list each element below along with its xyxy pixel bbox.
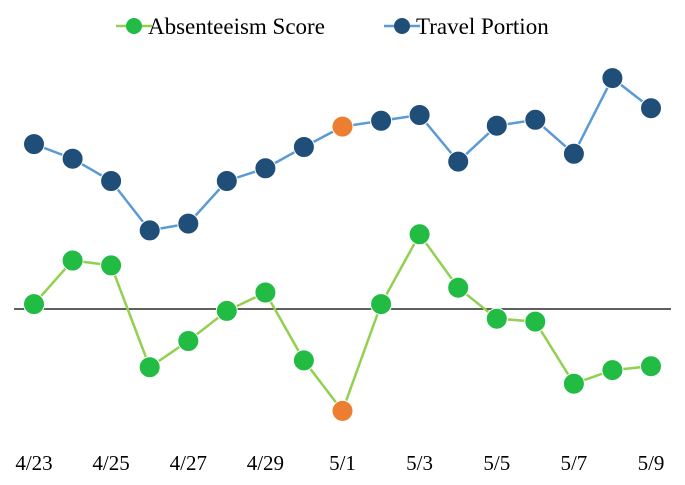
- x-tick-label: 4/23: [15, 451, 52, 475]
- data-point-travel-portion: [485, 114, 508, 137]
- series-line-absenteeism-score: [33, 231, 652, 414]
- legend-swatch-marker-absenteeism: [126, 18, 142, 34]
- data-point-travel-portion: [215, 170, 238, 192]
- data-point-absenteeism-score: [138, 356, 161, 379]
- x-tick-label: 4/29: [247, 451, 284, 475]
- data-point-travel-portion: [292, 136, 315, 158]
- data-point-absenteeism-score: [524, 310, 547, 333]
- data-point-travel-portion: [562, 142, 585, 165]
- data-point-absenteeism-score: [61, 249, 84, 272]
- data-point-travel-portion: [254, 157, 277, 180]
- data-point-absenteeism-score: [254, 281, 277, 304]
- x-tick-label: 5/9: [638, 451, 665, 475]
- data-point-absenteeism-score: [562, 372, 585, 395]
- data-point-travel-portion: [100, 170, 123, 192]
- legend: Absenteeism Score Travel Portion: [116, 14, 549, 39]
- x-tick-label: 5/5: [483, 451, 510, 475]
- data-point-absenteeism-score: [370, 293, 393, 316]
- data-point-travel-portion: [138, 219, 161, 242]
- x-axis-tick-labels: 4/23 4/25 4/27 4/29 5/1 5/3 5/5 5/7 5/9: [15, 451, 664, 475]
- legend-item-absenteeism: Absenteeism Score: [116, 14, 325, 39]
- data-point-absenteeism-score: [23, 293, 45, 316]
- data-point-absenteeism-score: [292, 349, 315, 372]
- data-point-absenteeism-score: [485, 307, 508, 330]
- data-point-absenteeism-score: [331, 399, 354, 422]
- data-point-absenteeism-score: [447, 276, 470, 299]
- x-tick-label: 5/3: [406, 451, 433, 475]
- series-absenteeism-score: [23, 223, 662, 422]
- series-layer: [23, 67, 662, 422]
- data-point-absenteeism-score: [640, 355, 662, 378]
- x-tick-label: 4/27: [170, 451, 207, 475]
- data-point-absenteeism-score: [408, 223, 431, 246]
- series-travel-portion: [23, 67, 662, 242]
- data-point-absenteeism-score: [177, 330, 200, 352]
- data-point-absenteeism-score: [601, 359, 624, 382]
- x-tick-label: 5/7: [560, 451, 587, 475]
- data-point-travel-portion: [370, 109, 393, 132]
- legend-label-travel: Travel Portion: [416, 14, 549, 39]
- legend-label-absenteeism: Absenteeism Score: [148, 14, 325, 39]
- legend-item-travel: Travel Portion: [384, 14, 549, 39]
- data-point-absenteeism-score: [100, 254, 123, 277]
- legend-swatch-marker-travel: [394, 18, 410, 34]
- data-point-absenteeism-score: [215, 299, 238, 322]
- data-point-travel-portion: [447, 150, 470, 173]
- x-tick-label: 4/25: [92, 451, 129, 475]
- data-point-travel-portion: [524, 108, 547, 131]
- data-point-travel-portion: [601, 67, 624, 90]
- series-line-travel-portion: [33, 76, 652, 232]
- x-tick-label: 5/1: [329, 451, 356, 475]
- data-point-travel-portion: [408, 104, 431, 126]
- data-point-travel-portion: [640, 97, 662, 120]
- data-point-travel-portion: [331, 115, 354, 138]
- data-point-travel-portion: [61, 147, 84, 170]
- data-point-travel-portion: [177, 212, 200, 235]
- data-point-travel-portion: [23, 133, 45, 156]
